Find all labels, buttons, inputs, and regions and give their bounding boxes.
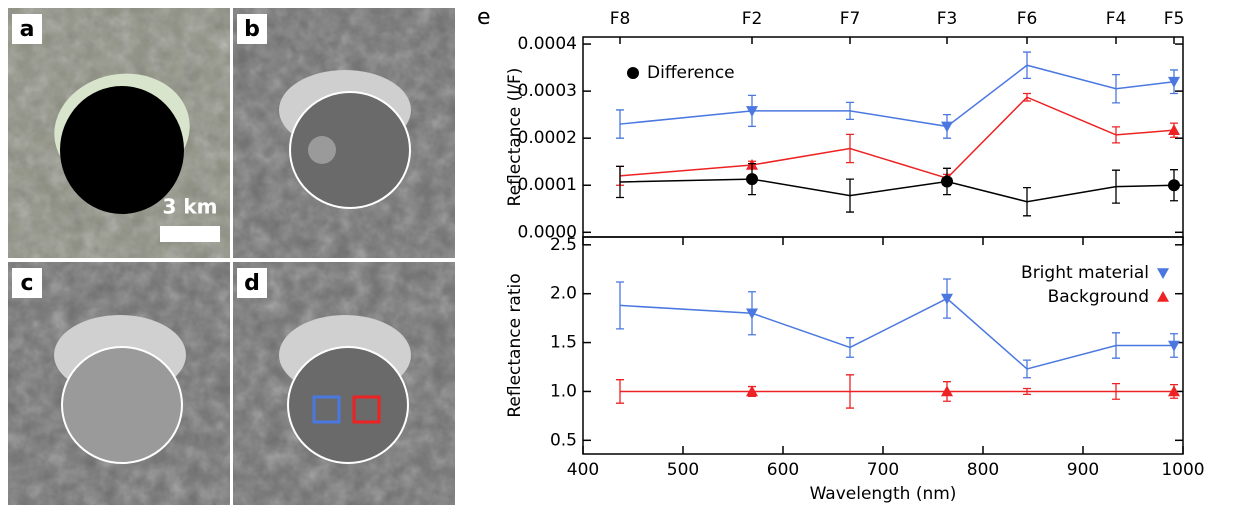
series-line (619, 297, 1174, 370)
series-line (619, 178, 1175, 203)
error-bar (846, 178, 854, 213)
top-axis-label: F5 (1164, 9, 1185, 29)
figure-label: e (477, 5, 491, 30)
error-bar (1112, 382, 1120, 400)
legend-label: Difference (647, 63, 735, 83)
error-bar (846, 101, 854, 121)
marker (1168, 76, 1180, 88)
x-tick-label: 1000 (1161, 460, 1204, 480)
y-tick-label: 2.0 (550, 284, 577, 304)
legend-marker (1157, 268, 1169, 279)
scale-bar-label: 3 km (162, 195, 217, 219)
marker (746, 173, 758, 186)
series-line (619, 96, 1175, 180)
y-tick-label: 1.5 (550, 333, 577, 353)
top-axis-label: F3 (937, 9, 958, 29)
error-bar (1112, 169, 1120, 204)
error-bar (616, 379, 624, 404)
x-tick-label: 800 (967, 460, 999, 480)
x-tick-label: 500 (667, 460, 699, 480)
error-bar (846, 374, 854, 409)
error-bar (616, 281, 624, 330)
x-tick-label: 600 (767, 460, 799, 480)
error-bar (846, 337, 854, 358)
y-tick-label: 2.5 (550, 235, 577, 255)
marker (1168, 124, 1180, 135)
panel-label: c (20, 271, 33, 296)
y-tick-label: 0.0004 (518, 34, 577, 54)
marker (941, 293, 953, 305)
image-panel-c: c (8, 262, 230, 505)
image-panel-b: b (233, 8, 455, 258)
error-bar (846, 133, 854, 164)
y-tick-label: 1.0 (550, 381, 577, 401)
error-bar (1023, 51, 1031, 80)
y-tick-label: 0.0003 (518, 81, 577, 101)
marker (1168, 179, 1180, 192)
error-bar (1112, 126, 1120, 144)
marker (941, 175, 953, 188)
error-bar (1023, 186, 1031, 217)
top-axis-label: F6 (1017, 9, 1038, 29)
marker (941, 121, 953, 133)
top-axis-label: F4 (1106, 9, 1127, 29)
y-tick-label: 0.0002 (518, 128, 577, 148)
x-tick-label: 900 (1067, 460, 1099, 480)
error-bar (1112, 73, 1120, 104)
marker (941, 385, 953, 397)
top-axis-label: F8 (610, 9, 631, 29)
legend-marker (627, 67, 639, 79)
marker (746, 385, 758, 397)
x-axis-label: Wavelength (nm) (810, 484, 957, 504)
image-panel-a: 3 km a (8, 8, 230, 258)
marker (746, 106, 758, 117)
error-bar (1023, 359, 1031, 379)
error-bar (616, 165, 624, 199)
marker (1168, 385, 1180, 397)
top-axis-label: F2 (742, 9, 763, 29)
marker (746, 308, 758, 320)
legend-label: Bright material (1021, 263, 1149, 283)
image-panel-d: d (233, 262, 455, 505)
panel-label: a (20, 17, 35, 42)
legend-marker (1157, 291, 1169, 302)
marker (1168, 340, 1180, 352)
legend-label: Background (1048, 287, 1149, 307)
x-tick-label: 400 (567, 460, 599, 480)
error-bar (1023, 92, 1031, 102)
error-bar (1023, 387, 1031, 396)
panel-label: b (244, 17, 260, 42)
panel-label: d (244, 271, 260, 296)
top-axis-label: F7 (840, 9, 861, 29)
error-bar (616, 109, 624, 139)
y-axis-label: Reflectance (I/F) (505, 68, 525, 207)
y-tick-label: 0.5 (550, 430, 577, 450)
y-tick-label: 0.0001 (518, 175, 577, 195)
y-axis-label: Reflectance ratio (505, 273, 525, 417)
x-tick-label: 700 (867, 460, 899, 480)
y-tick-label: 0.0000 (518, 222, 577, 242)
error-bar (1112, 332, 1120, 359)
